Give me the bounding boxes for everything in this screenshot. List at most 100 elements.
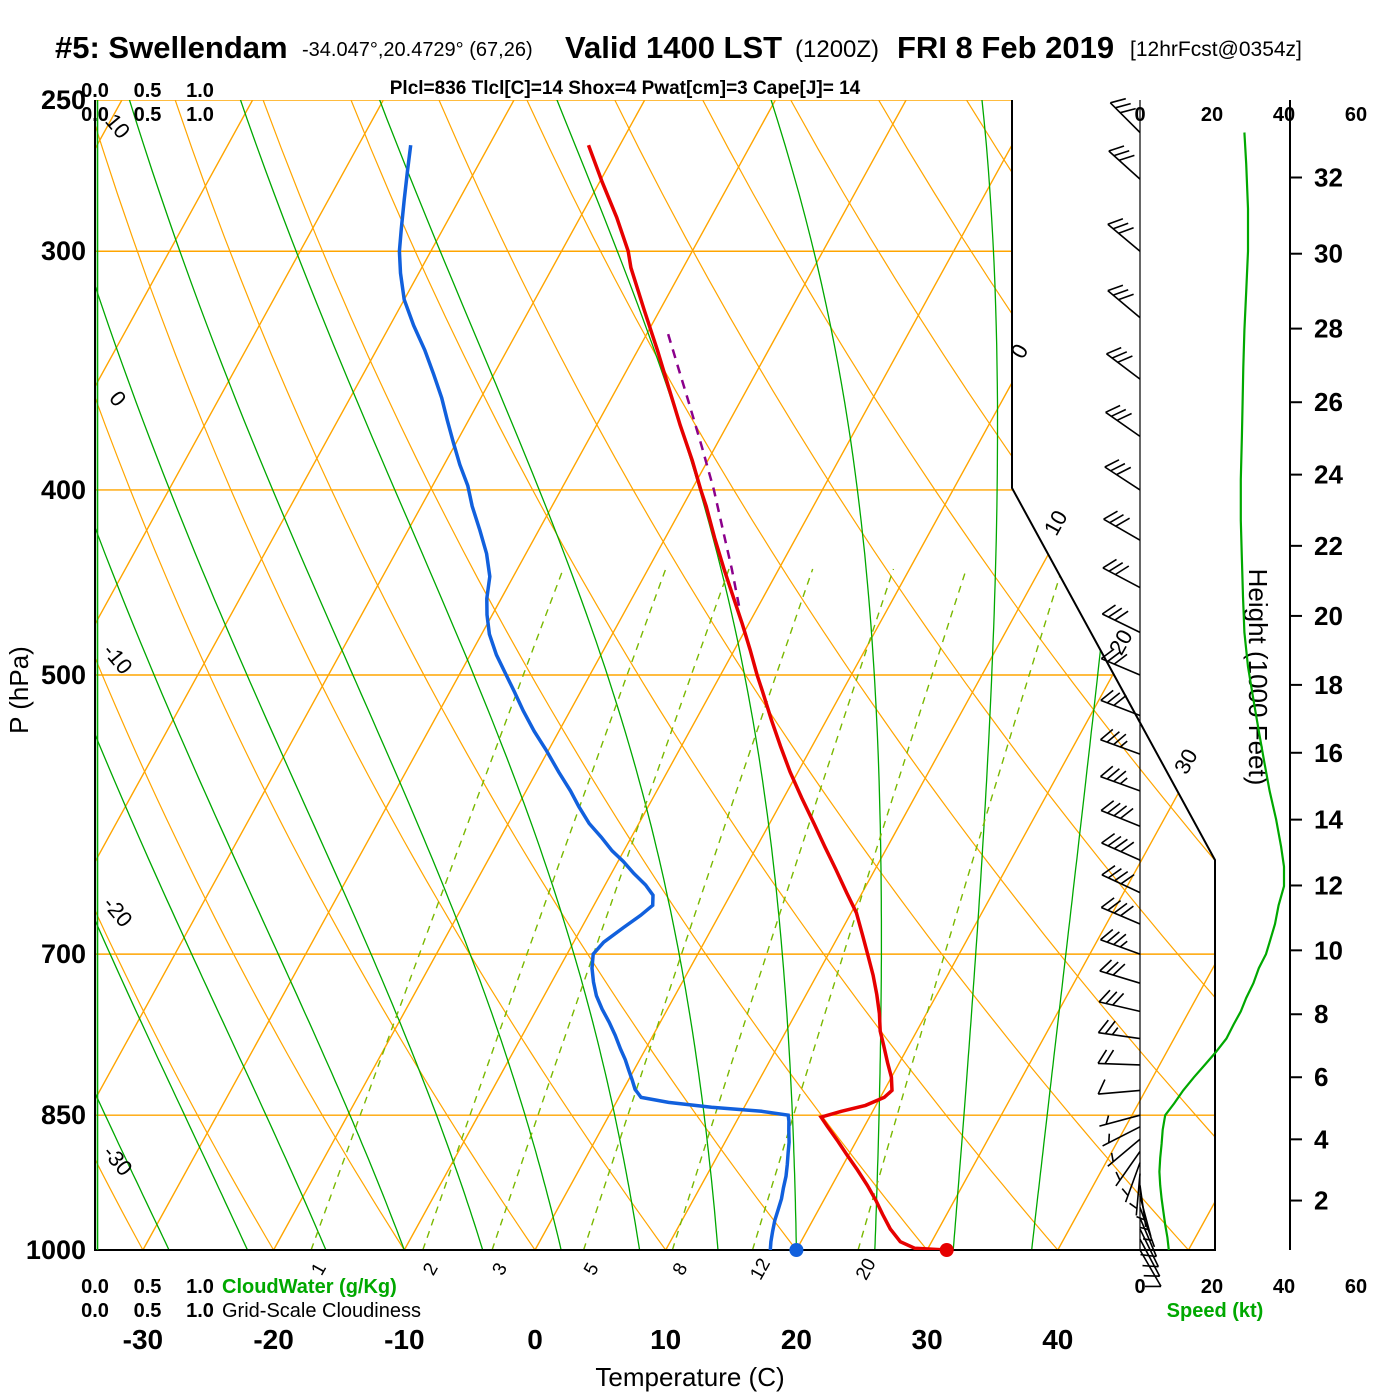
height-tick-label: 16 [1314,738,1343,768]
cloudwater-scale-top-label: 0.0 [81,80,109,102]
valid-zulu: (1200Z) [795,36,879,63]
temp-tick-label: 40 [1042,1324,1073,1355]
speed-scale-bottom-label: 0 [1134,1276,1145,1298]
sounding-profiles [397,144,947,1250]
cloudwater-scale-bottom-label: 0.5 [134,1276,162,1298]
temp-tick-label: 20 [781,1324,812,1355]
wind-barb [1101,604,1141,634]
speed-scale-bottom-label: 20 [1201,1276,1223,1298]
temp-tick-label: -20 [253,1324,293,1355]
wind-barb [1121,1162,1141,1203]
forecast-tag: [12hrFcst@0354z] [1130,38,1302,61]
valid-time: Valid 1400 LST [565,30,782,65]
isotherm-line [95,100,515,1250]
wind-barb [1097,1049,1141,1066]
wind-barb [1129,1173,1141,1216]
dry-adiabat-line [95,100,667,1250]
speed-scale-bottom-label: 40 [1273,1276,1295,1298]
mixing-ratio-label: 3 [489,1260,512,1279]
mixing-ratio-line [422,568,667,1250]
pressure-tick-label: 700 [41,939,86,969]
mixing-ratio-label: 8 [669,1260,692,1279]
parcel-trace-line [665,329,741,607]
moist-adiabat-line [768,100,883,1250]
wind-barb [1102,558,1141,589]
station-coords: -34.047°,20.4729° (67,26) [302,39,533,61]
speed-scale-top-label: 20 [1201,104,1223,126]
speed-scale-bottom-label: 60 [1345,1276,1367,1298]
temperature-axis-title: Temperature (C) [595,1362,784,1392]
height-tick-label: 12 [1314,870,1343,900]
cloudwater-scale-bottom-label: 1.0 [186,1276,214,1298]
speed-scale-top-label: 40 [1273,104,1295,126]
plot-border [94,100,1216,1251]
dry-adiabat-line [526,100,1215,1250]
dewpoint-line [397,144,791,1250]
temp-tick-label: 0 [527,1324,543,1355]
cloudwater-scale-bottom-label: 0.0 [81,1276,109,1298]
mixing-ratio-line [491,568,730,1250]
isotherm-line [926,100,1215,1250]
wind-barb [1099,765,1141,792]
height-tick-label: 8 [1314,999,1328,1029]
temp-tick-label: 10 [650,1324,681,1355]
wind-barb [1098,989,1141,1013]
wind-barb [1099,959,1141,984]
wind-barb [1102,1126,1141,1147]
isotherm-line [142,100,777,1250]
height-tick-label: 28 [1314,314,1343,344]
moist-adiabat-line [376,100,719,1250]
cloudiness-scale-bottom-label: 1.0 [186,1300,214,1322]
wind-barb [1099,728,1141,755]
dry-adiabat-label: -20 [98,892,138,932]
wind-barb [1109,97,1141,134]
dry-adiabat-line [95,100,275,1250]
wind-barb [1099,928,1141,955]
isotherm-line [403,100,1038,1250]
mixing-ratio-line [310,568,564,1250]
height-tick-label: 32 [1314,163,1343,193]
dry-adiabat-line [262,100,928,1250]
wind-barb [1100,689,1141,717]
temperature-line [586,144,947,1250]
wind-barb [1108,145,1141,180]
moist-adiabat-line [952,100,999,1250]
cloudiness-scale-top-label: 0.0 [81,104,109,126]
wind-barb [1105,404,1141,438]
valid-date: FRI 8 Feb 2019 [897,30,1114,65]
pressure-tick-label: 400 [41,475,86,505]
cloudiness-scale-top-label: 0.5 [134,104,162,126]
wind-speed-profile-line [1158,132,1286,1251]
dry-adiabat-line [614,100,1215,1250]
speed-axis-title: Speed (kt) [1167,1300,1264,1322]
wind-barb [1100,800,1141,827]
wind-barb [1107,284,1141,319]
height-tick-label: 24 [1314,460,1343,490]
moist-adiabat-line [95,100,170,1250]
dry-adiabat-label: -30 [98,1140,138,1180]
mixing-ratio-label: 12 [746,1255,775,1284]
isotherm-line [272,100,907,1250]
temp-tick-label: -30 [123,1324,163,1355]
wind-barb [1097,1079,1141,1095]
wind-barb [1099,1114,1141,1127]
wind-barbs [1097,97,1162,1288]
wind-barb [1115,1151,1141,1187]
station-title: #5: Swellendam [55,30,288,65]
mixing-ratio-label: 2 [419,1260,442,1279]
wind-barb [1100,648,1141,676]
mixing-ratio-line [751,568,967,1250]
height-axis-title: Height (1000 Feet) [1243,569,1273,786]
pressure-tick-label: 250 [41,85,86,115]
dry-adiabat-label: 0 [104,386,131,411]
isotherm-label: 30 [1169,745,1203,779]
surface-dewpoint-dot [789,1243,804,1257]
pressure-tick-label: 1000 [26,1235,86,1265]
height-tick-label: 10 [1314,935,1343,965]
indices-line: Plcl=836 Tlcl[C]=14 Shox=4 Pwat[cm]=3 Ca… [390,78,861,99]
isotherm-line [95,100,254,1250]
pressure-axis-title: P (hPa) [4,646,34,734]
cloudwater-axis-title: CloudWater (g/Kg) [222,1276,397,1298]
